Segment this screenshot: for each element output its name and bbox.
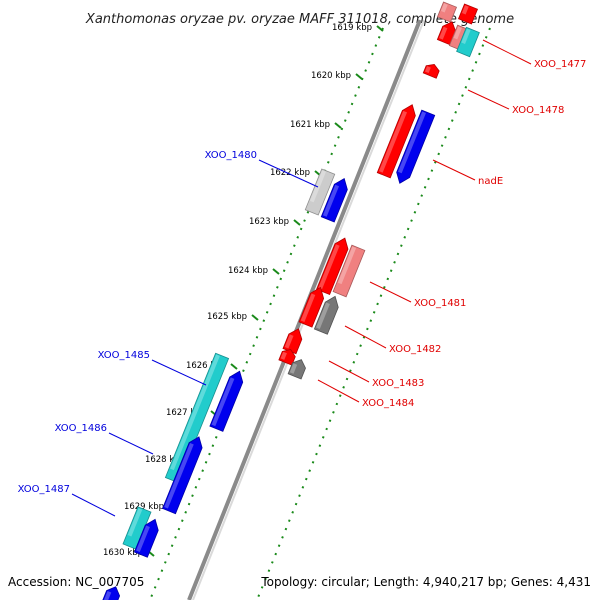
tick-label: 1629 kbp xyxy=(124,502,164,512)
leader-line xyxy=(71,493,116,517)
gene-xoo-1477-upper xyxy=(436,21,457,46)
gene-label-xoo-1485[interactable]: XOO_1485 xyxy=(98,350,150,361)
gene-label-xoo-1487[interactable]: XOO_1487 xyxy=(18,484,70,495)
tick-marks: 1619 kbp 1620 kbp 1621 kbp 1622 kbp 1623 kbp… xyxy=(103,23,384,558)
gene-xoo-1486 xyxy=(162,436,203,515)
gene-label-xoo-1483[interactable]: XOO_1483 xyxy=(372,378,424,389)
gene-nade-blue xyxy=(396,109,436,184)
leader-line xyxy=(258,159,319,188)
tick-mark xyxy=(355,73,363,80)
gene-xoo-1483 xyxy=(278,349,296,366)
tick-label: 1619 kbp xyxy=(332,23,372,33)
gene-nade xyxy=(376,104,416,179)
tick-label: 1630 kbp xyxy=(103,548,143,558)
leader-line xyxy=(151,359,207,386)
tick-label: 1624 kbp xyxy=(228,266,268,276)
gene-xoo-1487-blue xyxy=(133,518,159,558)
gene-xoo-1481 xyxy=(332,244,366,298)
tick-mark xyxy=(334,122,342,129)
gene-label-xoo-1478[interactable]: XOO_1478 xyxy=(512,105,564,116)
gene-features xyxy=(101,1,480,600)
leader-line xyxy=(344,325,387,349)
gene-xoo-1478 xyxy=(422,64,440,79)
gene-label-xoo-1480[interactable]: XOO_1480 xyxy=(205,150,257,161)
leader-line xyxy=(369,281,412,303)
gene-label-nade[interactable]: nadE xyxy=(478,176,503,187)
gene-block-partial xyxy=(457,3,479,25)
tick-label: 1628 kbp xyxy=(145,455,185,465)
gene-xoo-1481-red xyxy=(316,237,349,296)
leader-line xyxy=(108,432,154,455)
tick-mark xyxy=(251,314,259,321)
leader-line xyxy=(467,89,510,110)
gene-xoo-1480 xyxy=(320,177,348,223)
accession-text: Accession: NC_007705 xyxy=(8,575,144,589)
gene-xoo-1484 xyxy=(287,359,306,380)
tick-mark xyxy=(230,363,238,370)
map-title: Xanthomonas oryzae pv. oryzae MAFF 31101… xyxy=(85,12,514,27)
tick-mark xyxy=(376,25,384,32)
gene-xoo-1480-grey xyxy=(304,168,336,216)
gene-xoo-1477 xyxy=(456,26,480,58)
tick-mark xyxy=(293,219,301,226)
gene-label-xoo-1477[interactable]: XOO_1477 xyxy=(534,59,586,70)
gene-xoo-1483-red xyxy=(282,328,303,355)
gene-label-xoo-1484[interactable]: XOO_1484 xyxy=(362,398,414,409)
inner-dotted-track xyxy=(256,27,491,600)
tick-label: 1627 kbp xyxy=(166,408,206,418)
leader-line xyxy=(482,39,532,65)
gene-label-xoo-1486[interactable]: XOO_1486 xyxy=(55,423,107,434)
gene-label-xoo-1481[interactable]: XOO_1481 xyxy=(414,298,466,309)
tick-label: 1620 kbp xyxy=(311,71,351,81)
gene-xoo-1482-red xyxy=(298,286,325,328)
tick-mark xyxy=(272,268,280,275)
gene-xoo-1482 xyxy=(313,295,339,335)
gene-xoo-1485-blue xyxy=(209,370,244,432)
leader-line xyxy=(328,360,370,383)
tick-label: 1622 kbp xyxy=(270,168,310,178)
outer-dotted-track xyxy=(149,27,384,600)
gene-label-xoo-1482[interactable]: XOO_1482 xyxy=(389,344,441,355)
leader-line xyxy=(432,159,476,181)
gene-block-partial xyxy=(436,1,458,23)
tick-label: 1626 kbp xyxy=(186,361,226,371)
genome-stats-text: Topology: circular; Length: 4,940,217 bp… xyxy=(260,575,591,589)
gene-labels: XOO_1477 XOO_1478 nadE XOO_1480 XOO_1481 XOO_… xyxy=(18,39,586,517)
leader-line xyxy=(317,379,360,403)
tick-label: 1621 kbp xyxy=(290,120,330,130)
tick-label: 1623 kbp xyxy=(249,217,289,227)
tick-label: 1625 kbp xyxy=(207,312,247,322)
